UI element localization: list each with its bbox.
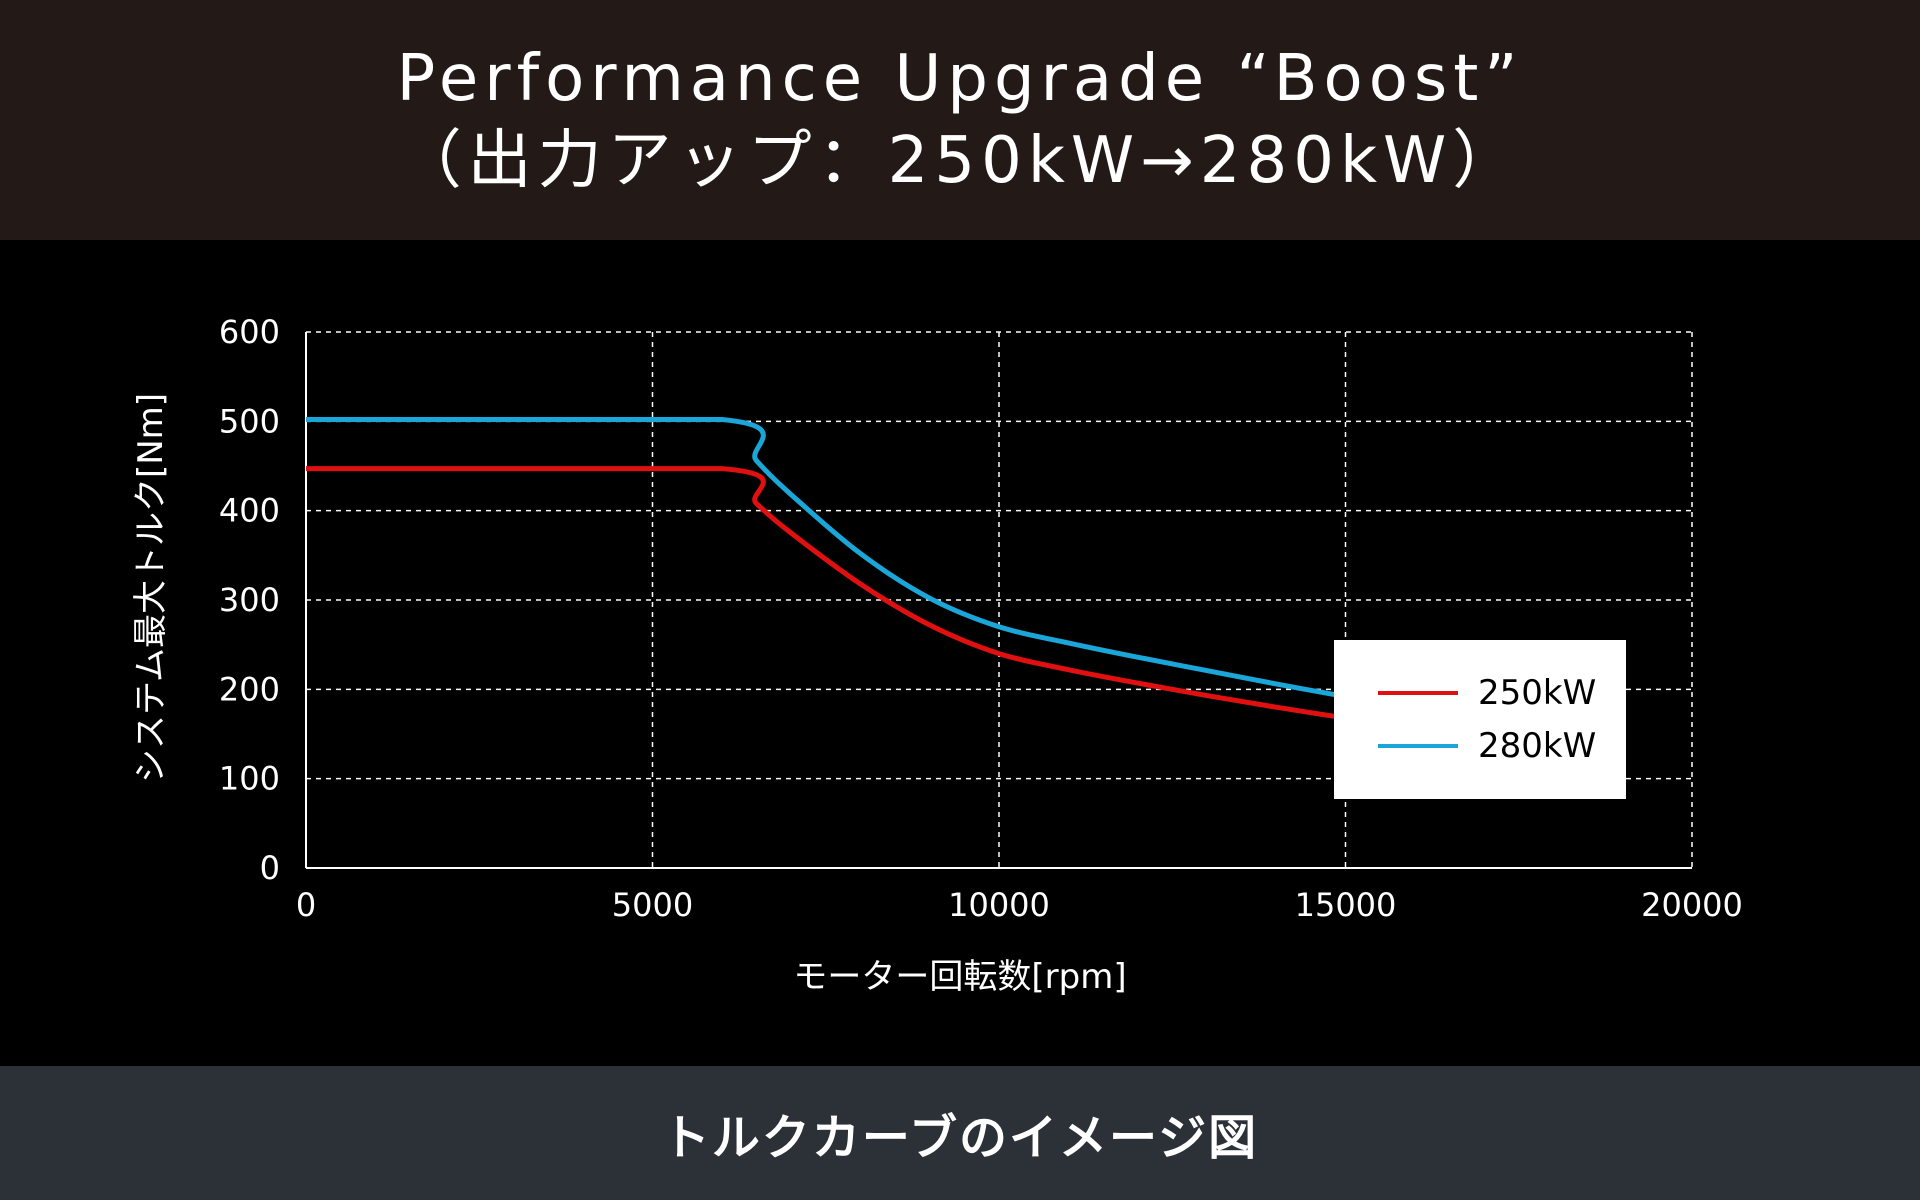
legend-swatch-280kw [1378, 744, 1458, 748]
x-tick-label-0: 0 [296, 886, 316, 924]
x-tick-label-15000: 15000 [1295, 886, 1397, 924]
title-line-1: Performance Upgrade “Boost” [396, 42, 1524, 116]
y-axis-label: システム最大トルク[Nm] [131, 393, 171, 783]
series-line-280kw [306, 417, 1471, 715]
caption-text: トルクカーブのイメージ図 [661, 1110, 1259, 1166]
y-tick-label-400: 400 [219, 492, 280, 530]
legend-item-250kw: 250kW [1378, 673, 1596, 713]
y-tick-label-0: 0 [260, 849, 280, 887]
title-line-2: （出力アップ：250kW→280kW） [397, 124, 1523, 198]
caption-bar: トルクカーブのイメージ図 [0, 1066, 1920, 1200]
x-axis-label: モーター回転数[rpm] [793, 957, 1126, 997]
x-tick-label-10000: 10000 [948, 886, 1050, 924]
title-banner: Performance Upgrade “Boost” （出力アップ：250kW… [0, 0, 1920, 240]
legend-swatch-250kw [1378, 691, 1458, 695]
legend-label-250kw: 250kW [1478, 673, 1597, 713]
series-line-250kw [306, 466, 1471, 736]
y-tick-label-300: 300 [219, 581, 280, 619]
legend-label-280kw: 280kW [1478, 726, 1597, 766]
y-tick-label-600: 600 [219, 313, 280, 351]
tick-labels: 0 100 200 300 400 500 600 0 5000 10000 15000 20000 [219, 313, 1743, 924]
chart-area: 0 100 200 300 400 500 600 0 5000 10000 15000 20000 … [0, 240, 1920, 1066]
y-tick-label-100: 100 [219, 760, 280, 798]
y-tick-label-200: 200 [219, 670, 280, 708]
legend: 250kW 280kW [1334, 640, 1626, 799]
legend-item-280kw: 280kW [1378, 726, 1596, 766]
series-lines [306, 417, 1471, 736]
y-tick-label-500: 500 [219, 402, 280, 440]
x-tick-label-5000: 5000 [612, 886, 693, 924]
x-tick-label-20000: 20000 [1641, 886, 1743, 924]
